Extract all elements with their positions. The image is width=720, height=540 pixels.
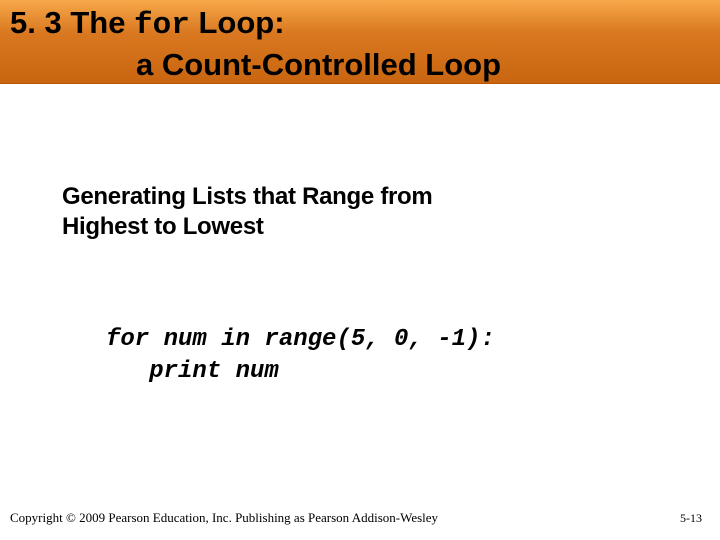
subheading-line2: Highest to Lowest: [62, 213, 264, 240]
title-suffix: Loop:: [190, 5, 285, 40]
subheading-line1: Generating Lists that Range from: [62, 183, 432, 210]
title-code-keyword: for: [134, 8, 190, 43]
slide-subheading: Generating Lists that Range from Highest…: [62, 182, 432, 242]
slide-title: 5. 3 The for Loop: a Count-Controlled Lo…: [10, 4, 501, 85]
code-line1: for num in range(5, 0, -1):: [106, 326, 495, 353]
code-line2: print num: [106, 358, 279, 385]
footer-copyright: Copyright © 2009 Pearson Education, Inc.…: [10, 510, 438, 526]
title-line2: a Count-Controlled Loop: [10, 47, 501, 82]
code-example: for num in range(5, 0, -1): print num: [106, 324, 495, 389]
footer-page-number: 5-13: [680, 511, 702, 526]
title-prefix: 5. 3 The: [10, 5, 134, 40]
